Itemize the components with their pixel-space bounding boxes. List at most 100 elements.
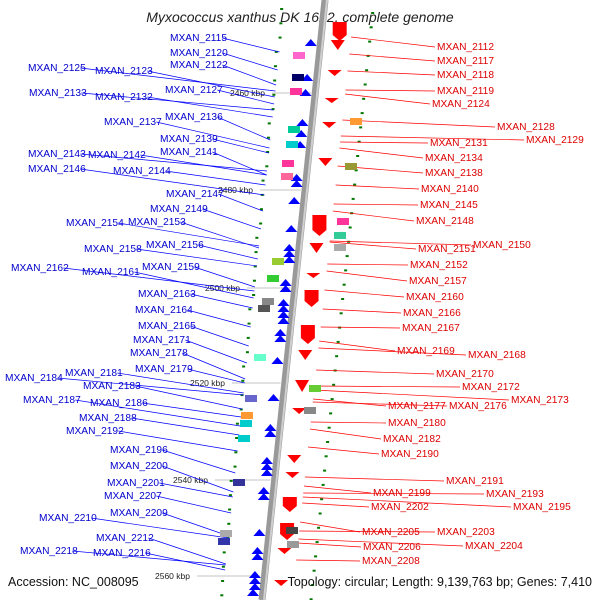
gene-label-right: MXAN_2131 (430, 138, 488, 149)
gene-arrow-forward (274, 335, 287, 342)
gene-arrow-reverse (298, 350, 313, 360)
tick-mark (320, 498, 324, 501)
gene-arrow-reverse (330, 40, 345, 50)
tick-mark (369, 26, 373, 29)
protein-domain-box (254, 354, 266, 361)
tick-mark (235, 422, 239, 425)
gene-arrow-forward (260, 457, 273, 464)
tick-mark (228, 494, 232, 497)
gene-label-right: MXAN_2151 (418, 244, 476, 255)
tick-mark (327, 426, 331, 429)
tick-mark (229, 479, 233, 482)
connector-line (217, 89, 275, 105)
connector-line (135, 385, 243, 410)
gene-arrow-forward (299, 89, 312, 96)
gene-label-right: MXAN_2202 (371, 502, 429, 513)
connector-line (202, 208, 262, 230)
tick-mark (274, 50, 278, 53)
tick-mark (339, 312, 343, 315)
gene-label-right: MXAN_2205 (362, 527, 420, 538)
gene-label-left: MXAN_2216 (93, 548, 151, 559)
scale-label: 2500 kbp (205, 283, 240, 293)
connector-line (332, 210, 415, 222)
protein-domain-box (281, 173, 293, 180)
gene-arrow-reverse (322, 122, 337, 128)
protein-domain-box (238, 435, 250, 442)
connector-line (222, 37, 280, 53)
tick-mark (255, 236, 259, 239)
tick-mark (261, 179, 265, 182)
protein-domain-box (272, 258, 284, 265)
tick-mark (338, 326, 342, 329)
gene-label-left: MXAN_2123 (95, 66, 153, 77)
connector-line (296, 559, 361, 562)
connector-line (342, 119, 496, 128)
tick-mark (222, 551, 226, 554)
gene-arrow-forward (257, 493, 270, 500)
tick-mark (242, 365, 246, 368)
connector-line (326, 270, 408, 282)
tick-mark (266, 151, 270, 153)
gene-label-left: MXAN_2136 (165, 112, 223, 123)
gene-arrow-forward (277, 317, 290, 324)
connector-line (340, 141, 429, 144)
connector-line (302, 502, 370, 508)
connector-line (140, 154, 267, 176)
connector-line (320, 326, 401, 329)
gene-arrow-forward (271, 357, 284, 364)
connector-line (134, 271, 254, 299)
connector-line (156, 495, 232, 514)
connector-line (314, 389, 510, 401)
gene-arrow-reverse (309, 243, 324, 253)
tick-mark (371, 12, 375, 14)
gene-arrow-reverse (300, 325, 315, 344)
gene-arrow-forward (290, 174, 303, 181)
gene-label-left: MXAN_2156 (146, 240, 204, 251)
connector-line (190, 293, 253, 309)
tick-mark (311, 584, 315, 586)
gene-label-right: MXAN_2124 (432, 99, 490, 110)
protein-domain-box (350, 118, 362, 125)
gene-label-right: MXAN_2208 (362, 556, 420, 567)
connector-line (63, 267, 255, 292)
gene-label-right: MXAN_2199 (373, 488, 431, 499)
connector-line (147, 96, 273, 118)
gene-arrow-forward (301, 74, 314, 81)
gene-label-right: MXAN_2206 (363, 542, 421, 553)
gene-arrow-reverse (295, 380, 310, 392)
gene-arrow-reverse (282, 497, 297, 512)
gene-label-left: MXAN_2122 (170, 60, 228, 71)
gene-label-left: MXAN_2141 (160, 147, 218, 158)
connector-line (313, 398, 387, 407)
tick-mark (317, 526, 321, 529)
gene-arrow-forward (304, 39, 317, 46)
gene-label-right: MXAN_2157 (409, 276, 467, 287)
connector-line (159, 482, 233, 498)
gene-arrow-forward (277, 311, 290, 318)
gene-label-left: MXAN_2147 (166, 189, 224, 200)
connector-line (145, 552, 226, 571)
protein-domain-box (334, 232, 346, 239)
gene-label-left: MXAN_2149 (150, 204, 208, 215)
tick-mark (345, 255, 349, 258)
gene-label-left: MXAN_2171 (133, 335, 191, 346)
tick-mark (252, 294, 256, 296)
gene-label-left: MXAN_2161 (82, 267, 140, 278)
connector-line (190, 325, 249, 347)
connector-line (297, 542, 362, 548)
protein-domain-box (241, 412, 253, 419)
connector-line (299, 530, 436, 533)
gene-arrow-forward (283, 256, 296, 263)
gene-label-left: MXAN_2120 (170, 48, 228, 59)
gene-arrow-forward (277, 305, 290, 312)
tick-mark (363, 83, 367, 86)
tick-mark (342, 283, 346, 286)
gene-label-right: MXAN_2152 (410, 260, 468, 271)
protein-domain-box (262, 298, 274, 305)
connector-line (339, 147, 424, 159)
connector-line (310, 421, 387, 424)
connector-line (117, 372, 244, 394)
gene-arrow-reverse (304, 290, 319, 307)
